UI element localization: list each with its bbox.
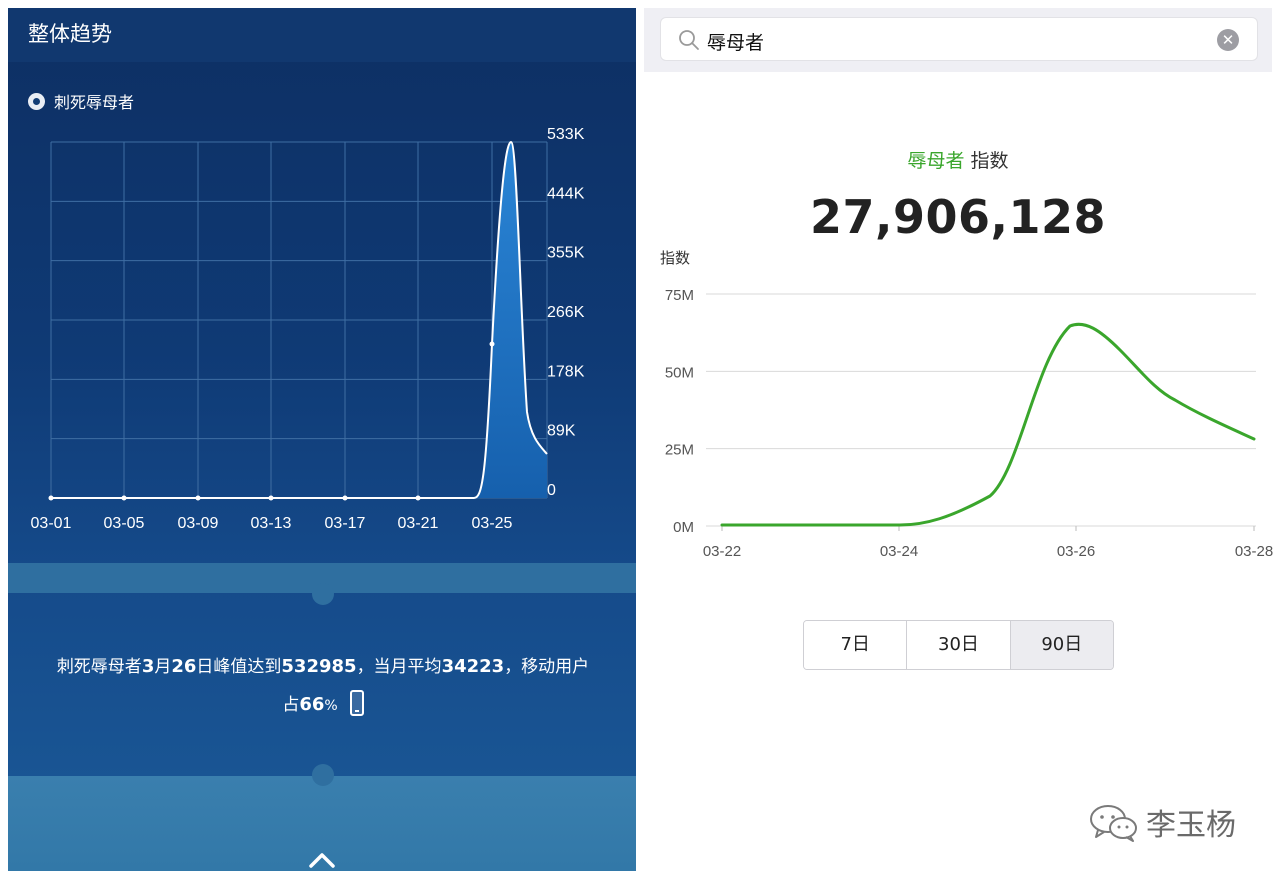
summary-share-value: 66: [299, 694, 325, 715]
watermark: 李玉杨: [1088, 800, 1236, 844]
summary-month: 3: [141, 656, 155, 677]
divider-knob: [312, 583, 334, 605]
y-tick-label: 0: [547, 482, 556, 499]
y-tick-label: 89K: [547, 423, 576, 440]
tab-30-days[interactable]: 30日: [907, 621, 1011, 669]
x-tick-label: 03-05: [104, 515, 145, 532]
y-tick-label: 444K: [547, 185, 585, 202]
phone-icon: [349, 690, 364, 716]
watermark-text: 李玉杨: [1146, 808, 1236, 843]
summary-share-unit: %: [324, 698, 338, 714]
summary-avg-value: 34223: [441, 656, 505, 677]
overall-trend-panel: 整体趋势 刺死辱母者 533K 444K 355K 266K 178K 89K 0 03-01…: [8, 8, 636, 871]
y-tick-label: 178K: [547, 363, 585, 380]
chevron-up-icon[interactable]: [308, 846, 336, 871]
x-tick-label: 03-09: [178, 515, 219, 532]
data-point: [48, 495, 54, 501]
index-term: 辱母者: [907, 150, 965, 172]
x-tick-label: 03-01: [31, 515, 72, 532]
divider-knob: [312, 764, 334, 786]
search-value[interactable]: 辱母者: [707, 32, 765, 54]
summary-text: 刺死辱母者3月26日峰值达到532985，当月平均34223，移动用户 占66%: [38, 648, 608, 725]
tab-90-days[interactable]: 90日: [1010, 621, 1113, 669]
series-area: [51, 142, 547, 498]
search-input[interactable]: 辱母者 ✕: [660, 17, 1258, 61]
x-tick-label: 03-25: [472, 515, 513, 532]
search-icon: [679, 30, 699, 50]
y-tick-label: 266K: [547, 304, 585, 321]
radio-icon[interactable]: [28, 92, 45, 110]
chart-legend[interactable]: 刺死辱母者: [28, 90, 134, 112]
summary-mobile-text: ，移动用户: [504, 657, 590, 677]
summary-day: 26: [171, 656, 197, 677]
data-point: [489, 341, 495, 347]
summary-avg-text: ，当月平均: [356, 657, 442, 677]
x-tick-label: 03-13: [251, 515, 292, 532]
x-tick-label: 03-26: [1057, 543, 1095, 560]
index-total-value: 27,906,128: [809, 190, 1106, 244]
x-tick-label: 03-17: [325, 515, 366, 532]
panel-title: 整体趋势: [28, 22, 112, 46]
x-tick-label: 03-22: [703, 543, 741, 560]
y-tick-label: 50M: [665, 364, 694, 381]
panel-header: 整体趋势: [8, 8, 636, 62]
index-label: 指数: [964, 150, 1009, 172]
legend-label: 刺死辱母者: [54, 93, 135, 112]
wechat-icon: [1090, 805, 1137, 842]
summary-month-unit: 月: [154, 657, 172, 677]
y-tick-label: 0M: [673, 519, 694, 536]
y-axis-title: 指数: [660, 249, 690, 267]
summary-share-prefix: 占: [282, 695, 300, 715]
data-point: [415, 495, 421, 501]
y-tick-label: 533K: [547, 126, 585, 143]
range-tabs: 7日 30日 90日: [803, 620, 1114, 670]
summary-peak-value: 532985: [281, 656, 357, 677]
x-tick-label: 03-21: [398, 515, 439, 532]
summary-day-text: 日峰值达到: [196, 657, 282, 677]
search-bar: 辱母者 ✕: [644, 8, 1272, 72]
y-tick-label: 25M: [665, 442, 694, 459]
series-line: [51, 140, 548, 499]
series-line: [720, 322, 1256, 527]
summary-term: 刺死辱母者: [56, 657, 142, 677]
trend-area-chart: 533K 444K 355K 266K 178K 89K 0 03-01 03-05 03-09 0…: [31, 126, 585, 532]
x-tick-label: 03-28: [1235, 543, 1273, 560]
tab-7-days[interactable]: 7日: [804, 621, 908, 669]
data-point: [342, 495, 348, 501]
index-heading: 辱母者 指数: [644, 146, 1272, 173]
data-point: [121, 495, 127, 501]
data-point: [195, 495, 201, 501]
y-tick-label: 355K: [547, 245, 585, 262]
data-point: [268, 495, 274, 501]
x-tick-label: 03-24: [880, 543, 918, 560]
y-tick-label: 75M: [665, 287, 694, 304]
clear-icon[interactable]: ✕: [1217, 29, 1239, 51]
